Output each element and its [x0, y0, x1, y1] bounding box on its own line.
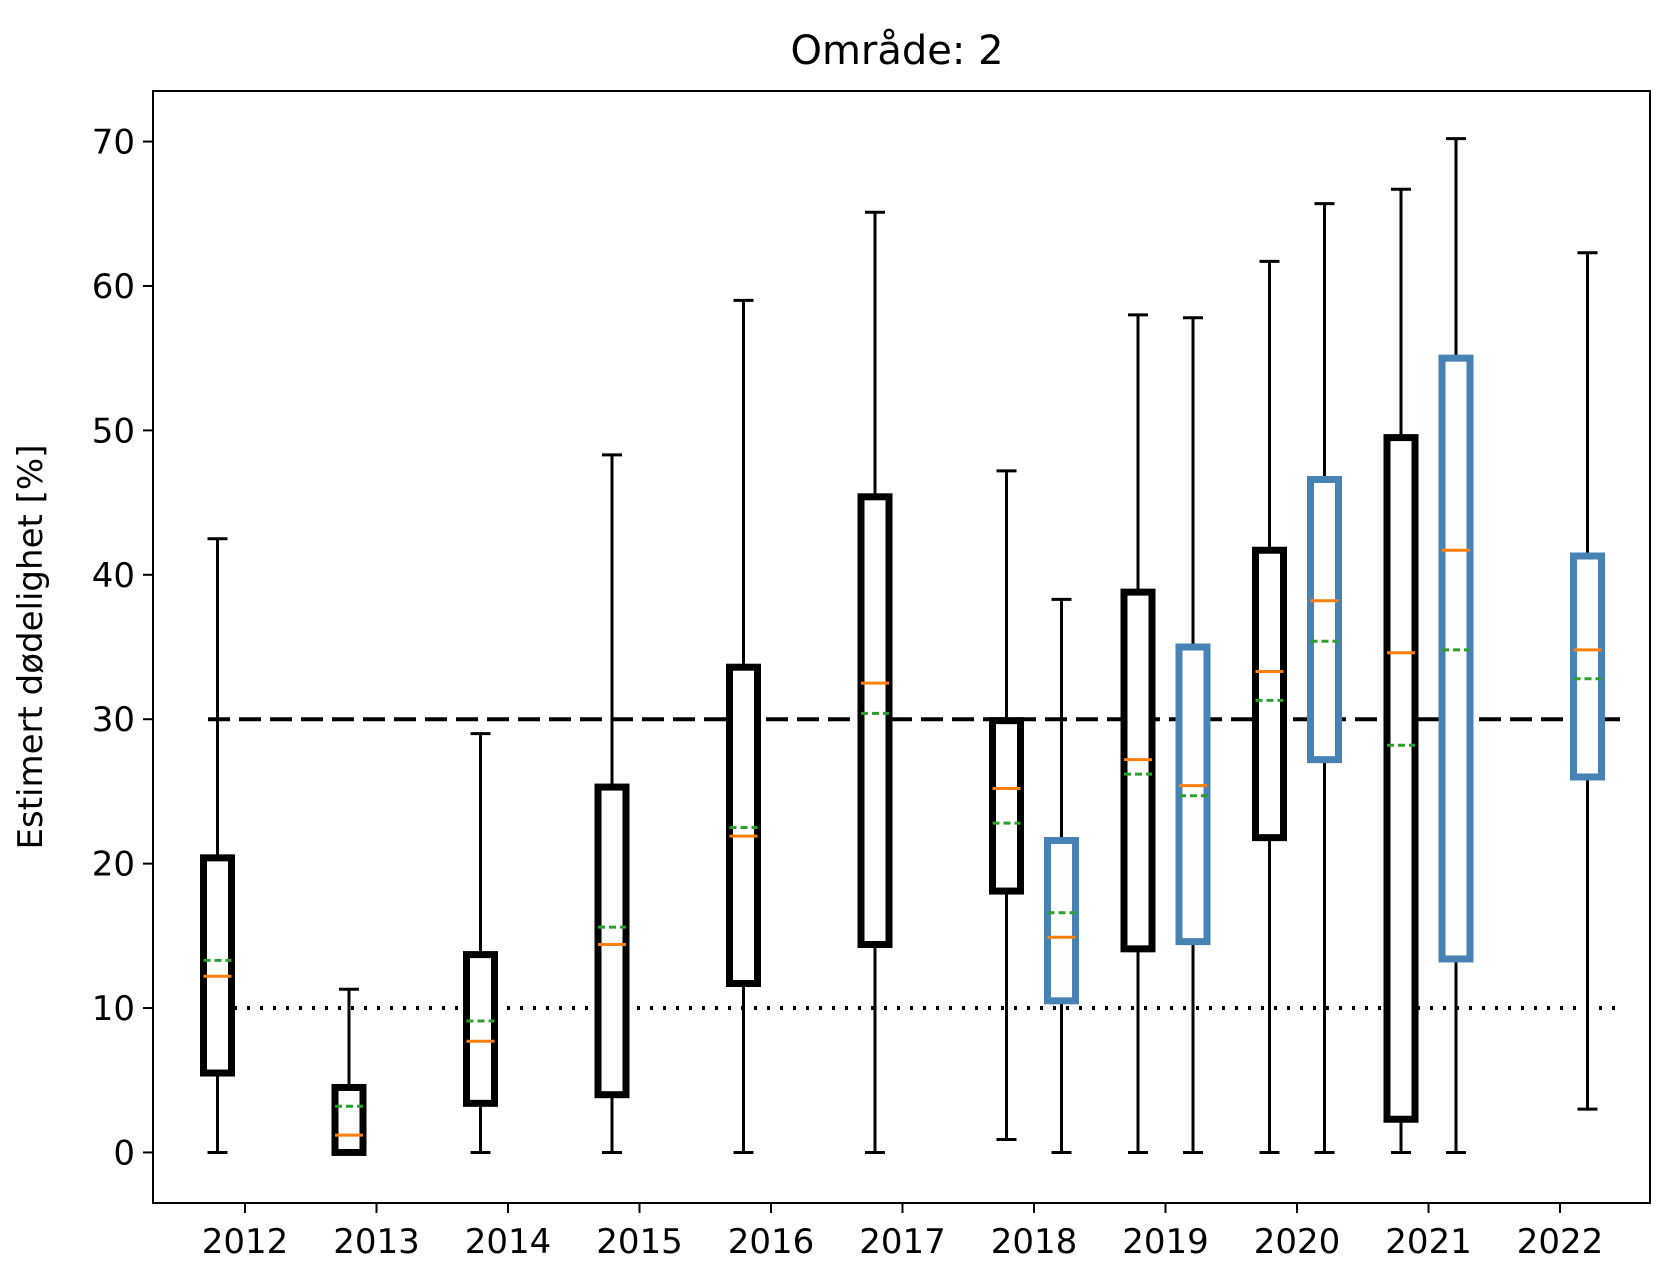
- box-iqr: [331, 1083, 367, 1156]
- box-2015-black: [594, 453, 630, 1154]
- x-tick-label: 2020: [1254, 1222, 1341, 1262]
- y-tick-label: 0: [113, 1133, 135, 1173]
- box-2012-black: [200, 537, 235, 1154]
- x-tick-label: 2018: [991, 1222, 1078, 1262]
- box-2016-black: [726, 298, 761, 1154]
- box-iqr: [463, 951, 498, 1107]
- plot-frame: [152, 90, 1651, 1204]
- box-iqr: [594, 783, 630, 1099]
- box-2013-black: [331, 987, 367, 1156]
- box-iqr: [989, 717, 1024, 895]
- x-tick-label: 2017: [859, 1222, 946, 1262]
- reference-lines: [208, 717, 1620, 1011]
- x-tick-label: 2019: [1122, 1222, 1209, 1262]
- box-2021-blue: [1438, 137, 1474, 1154]
- box-2014-black: [463, 732, 498, 1154]
- y-tick-label: 60: [92, 267, 135, 307]
- box-iqr: [1307, 475, 1342, 764]
- y-tick-label: 70: [92, 123, 135, 163]
- box-iqr: [200, 854, 235, 1077]
- box-2017-black: [857, 210, 893, 1154]
- box-2018-black: [989, 469, 1024, 1141]
- x-tick-label: 2016: [728, 1222, 815, 1262]
- y-tick-label: 20: [92, 845, 135, 885]
- y-tick-label: 50: [92, 411, 135, 451]
- box-2022-blue: [1570, 251, 1605, 1111]
- box-iqr: [1383, 434, 1419, 1123]
- box-iqr: [1044, 837, 1079, 1005]
- box-2018-blue: [1044, 597, 1079, 1154]
- box-series: [200, 137, 1605, 1156]
- box-2021-black: [1383, 187, 1419, 1154]
- box-2019-blue: [1175, 316, 1211, 1154]
- box-2020-blue: [1307, 202, 1342, 1154]
- x-tick-label: 2013: [333, 1222, 420, 1262]
- y-axis-label: Estimert dødelighet [%]: [11, 445, 51, 850]
- x-tick-label: 2015: [596, 1222, 683, 1262]
- x-axis: 2012 2013 2014 2015 2016 2017 2018 2019 2020 2021…: [202, 1203, 1604, 1262]
- box-iqr: [1438, 354, 1474, 963]
- x-tick-label: 2022: [1517, 1222, 1604, 1262]
- box-iqr: [726, 663, 761, 987]
- box-iqr: [1120, 588, 1156, 953]
- x-tick-label: 2012: [202, 1222, 289, 1262]
- box-iqr: [1570, 552, 1605, 781]
- box-2019-black: [1120, 313, 1156, 1154]
- y-axis: 0 10 20 30 40 50 60 70: [92, 123, 153, 1173]
- box-iqr: [1252, 546, 1287, 842]
- x-tick-label: 2021: [1385, 1222, 1472, 1262]
- box-iqr: [857, 493, 893, 948]
- box-2020-black: [1252, 259, 1287, 1154]
- chart-title: Område: 2: [790, 28, 1003, 74]
- y-tick-label: 10: [92, 989, 135, 1029]
- y-tick-label: 40: [92, 556, 135, 596]
- x-tick-label: 2014: [465, 1222, 552, 1262]
- y-tick-label: 30: [92, 700, 135, 740]
